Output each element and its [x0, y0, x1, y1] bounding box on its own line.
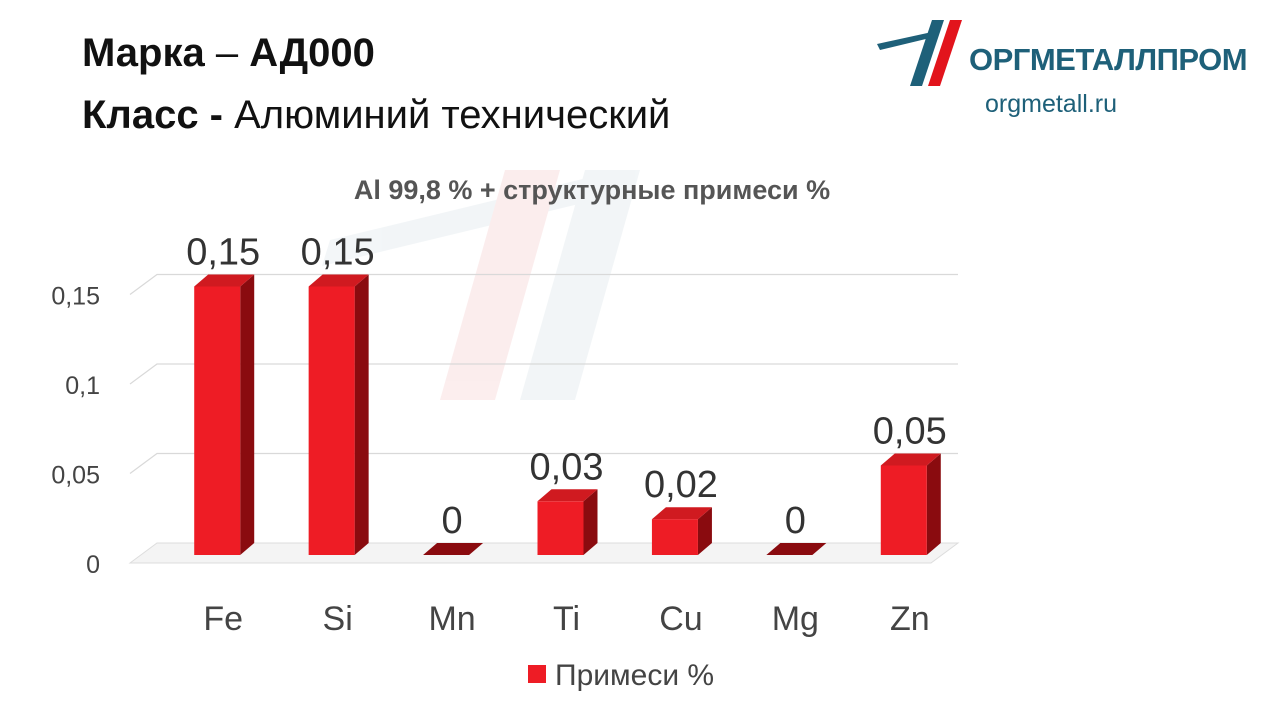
bar-mn: 0	[423, 500, 484, 555]
class-heading: Класс - Алюминий технический	[82, 95, 670, 135]
legend: Примеси %	[528, 659, 714, 692]
data-label: 0,15	[301, 232, 375, 274]
bars: 0,15 0,15 0 0,03 0,02 0 0,05	[186, 232, 947, 555]
bar-top	[766, 543, 827, 555]
logo-url: orgmetall.ru	[985, 90, 1117, 118]
grade-label: Марка	[82, 31, 205, 75]
bar-ti: 0,03	[530, 446, 604, 555]
gridline	[129, 452, 958, 474]
bar-zn: 0,05	[873, 411, 947, 555]
gridline	[129, 363, 958, 385]
y-tick-label: 0,05	[51, 462, 100, 490]
bar-side	[697, 507, 712, 555]
legend-swatch	[528, 665, 546, 683]
gridline	[129, 273, 958, 295]
bar-side	[583, 489, 598, 555]
bar-top	[423, 543, 484, 555]
data-label: 0,03	[530, 446, 604, 488]
grade-dash: –	[215, 31, 239, 75]
chart-title: Al 99,8 % + структурные примеси %	[354, 175, 830, 205]
legend-label: Примеси %	[555, 659, 714, 692]
class-value: Алюминий технический	[234, 93, 671, 137]
bar-side	[240, 274, 255, 555]
bar-top	[537, 489, 598, 502]
bar-mg: 0	[766, 500, 827, 555]
y-tick-label: 0	[86, 551, 100, 579]
y-axis: 0 0,05 0,1 0,15	[51, 283, 100, 580]
bar-side	[926, 453, 941, 555]
bar-fe: 0,15	[186, 232, 260, 555]
bar-si: 0,15	[301, 232, 375, 555]
bar-side	[354, 274, 369, 555]
x-tick-label: Ti	[553, 600, 580, 638]
x-axis: Fe Si Mn Ti Cu Mg Zn	[203, 600, 929, 638]
data-label: 0	[785, 500, 806, 542]
x-tick-label: Mn	[428, 600, 475, 638]
bar-front	[194, 286, 241, 555]
bar-top	[194, 274, 255, 287]
data-label: 0,05	[873, 411, 947, 453]
x-tick-label: Zn	[890, 600, 930, 638]
bar-cu: 0,02	[644, 464, 718, 555]
logo-name: ОРГМЕТАЛЛПРОМ	[969, 42, 1248, 77]
x-tick-label: Cu	[659, 600, 702, 638]
x-tick-label: Si	[323, 600, 353, 638]
class-label: Класс -	[82, 93, 223, 137]
bar-front	[308, 286, 355, 555]
bar-top	[308, 274, 369, 287]
logo-emblem-icon	[877, 20, 962, 86]
x-tick-label: Mg	[772, 600, 819, 638]
bar-front	[880, 465, 927, 555]
bar-front	[651, 519, 698, 555]
bar-front	[537, 501, 584, 555]
data-label: 0	[442, 500, 463, 542]
y-tick-label: 0,15	[51, 283, 100, 311]
bar-top	[651, 507, 712, 520]
grade-value: АД000	[249, 31, 375, 75]
company-logo: ОРГМЕТАЛЛПРОМ orgmetall.ru	[872, 14, 1252, 124]
x-tick-label: Fe	[203, 600, 243, 638]
y-tick-label: 0,1	[65, 372, 100, 400]
bar-top	[880, 453, 941, 466]
grade-heading: Марка – АД000	[82, 33, 375, 73]
data-label: 0,02	[644, 464, 718, 506]
data-label: 0,15	[186, 232, 260, 274]
watermark-logo	[322, 170, 640, 400]
